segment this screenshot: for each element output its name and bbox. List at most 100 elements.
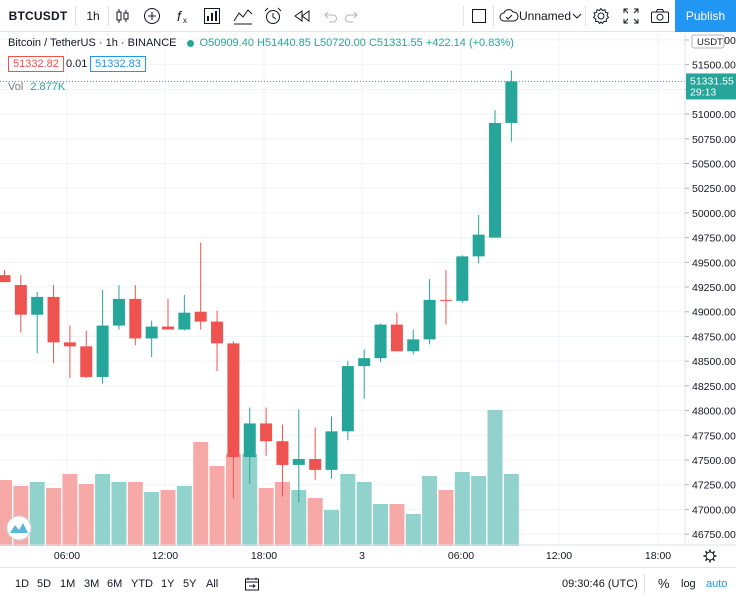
range-button-1y[interactable]: 1Y bbox=[161, 577, 175, 590]
percent-toggle[interactable]: % bbox=[658, 576, 670, 591]
axis-settings-icon-tooth bbox=[704, 558, 708, 562]
auto-toggle[interactable]: auto bbox=[706, 577, 728, 590]
chart-legend: Bitcoin / TetherUS · 1h · BINANCE O50909… bbox=[8, 37, 514, 49]
candle-body[interactable] bbox=[309, 459, 322, 470]
interval-button[interactable]: 1h bbox=[86, 9, 100, 23]
candle-body[interactable] bbox=[341, 366, 354, 432]
volume-legend: Vol 2.877K bbox=[8, 81, 65, 93]
candle-body[interactable] bbox=[423, 299, 436, 340]
candle-body[interactable] bbox=[145, 326, 158, 339]
fullscreen-icon[interactable] bbox=[620, 0, 642, 32]
volume-bar bbox=[78, 484, 94, 546]
candle-body[interactable] bbox=[374, 324, 387, 359]
log-toggle[interactable]: log bbox=[681, 577, 696, 590]
range-button-3m[interactable]: 3M bbox=[84, 577, 100, 590]
currency-label: USDT bbox=[697, 37, 723, 48]
cloud-icon[interactable] bbox=[498, 0, 520, 32]
alert-icon[interactable] bbox=[261, 0, 285, 32]
range-button-6m[interactable]: 6M bbox=[107, 577, 123, 590]
range-button-all[interactable]: All bbox=[206, 577, 219, 590]
candle-body[interactable] bbox=[243, 423, 256, 458]
range-button-1m[interactable]: 1M bbox=[60, 577, 76, 590]
candle-body[interactable] bbox=[31, 296, 44, 315]
candle-body[interactable] bbox=[63, 342, 76, 347]
candlestick-chart[interactable]: 46750.00 47000.00 47250.00 47500.00 47750.00… bbox=[0, 33, 736, 565]
candle-body[interactable] bbox=[325, 431, 338, 470]
volume-bar bbox=[324, 510, 339, 546]
chevron-down-icon[interactable] bbox=[570, 0, 584, 32]
candle-body[interactable] bbox=[80, 346, 93, 377]
candle-body[interactable] bbox=[292, 459, 305, 465]
redo-icon[interactable] bbox=[341, 0, 363, 32]
time-tick-label: 06:00 bbox=[54, 550, 80, 562]
currency-badge[interactable] bbox=[691, 34, 725, 49]
camera-icon[interactable] bbox=[649, 0, 671, 32]
candle-body[interactable] bbox=[439, 299, 452, 301]
axis-settings-icon[interactable] bbox=[705, 551, 715, 561]
ask-price-box[interactable]: 51332.83 bbox=[90, 56, 146, 72]
market-status-dot bbox=[186, 39, 194, 47]
candle-body[interactable] bbox=[276, 441, 289, 465]
tradingview-logo-icon[interactable] bbox=[6, 515, 32, 541]
templates-icon[interactable] bbox=[201, 0, 223, 32]
volume-bar bbox=[144, 492, 160, 546]
bid-price-box[interactable]: 51332.82 bbox=[8, 56, 64, 72]
price-tick-label: 49000.00 bbox=[692, 307, 736, 319]
symbol-search-button[interactable]: BTCUSDT bbox=[8, 9, 68, 23]
layout-name-button[interactable]: Unnamed bbox=[518, 9, 572, 23]
candle-body[interactable] bbox=[505, 81, 518, 123]
volume-bar bbox=[340, 474, 356, 546]
publish-button[interactable]: Publish bbox=[675, 0, 736, 32]
candle-body[interactable] bbox=[112, 298, 125, 326]
candle-body[interactable] bbox=[14, 285, 27, 315]
tradingview-logo-mark bbox=[10, 523, 28, 533]
candle-body[interactable] bbox=[358, 358, 371, 367]
candle-body[interactable] bbox=[96, 325, 109, 377]
toolbar-divider bbox=[75, 6, 76, 26]
settings-icon[interactable] bbox=[590, 0, 612, 32]
candle-body[interactable] bbox=[472, 234, 485, 257]
price-tick-label: 47000.00 bbox=[692, 504, 736, 516]
price-tick-label: 49750.00 bbox=[692, 233, 736, 245]
candle-body[interactable] bbox=[129, 298, 142, 339]
candle-body[interactable] bbox=[260, 423, 273, 442]
candle-body[interactable] bbox=[390, 324, 403, 352]
date-range-icon[interactable] bbox=[243, 568, 261, 598]
candle-body[interactable] bbox=[162, 326, 174, 330]
volume-bar bbox=[438, 490, 454, 546]
volume-bar bbox=[209, 466, 225, 546]
price-tick-label: 48750.00 bbox=[692, 331, 736, 343]
fullscreen-select-icon[interactable] bbox=[468, 0, 490, 32]
price-tick-label: 48250.00 bbox=[692, 381, 736, 393]
candle-body[interactable] bbox=[489, 122, 501, 238]
candle-body[interactable] bbox=[0, 275, 11, 283]
current-price-label: 51331.55 bbox=[690, 75, 734, 87]
volume-value: 2.877K bbox=[30, 81, 66, 93]
price-tick-label: 46750.00 bbox=[692, 529, 736, 541]
range-button-ytd[interactable]: YTD bbox=[131, 577, 153, 590]
candle-body[interactable] bbox=[194, 311, 207, 322]
range-button-5y[interactable]: 5Y bbox=[183, 577, 197, 590]
candle-body[interactable] bbox=[47, 296, 60, 343]
candles-icon[interactable] bbox=[112, 0, 134, 32]
volume-bar bbox=[291, 490, 307, 546]
range-button-1d[interactable]: 1D bbox=[15, 577, 30, 590]
time-tick-label: 3 bbox=[359, 550, 365, 562]
replay-icon[interactable] bbox=[291, 0, 313, 32]
chart-area[interactable]: 46750.00 47000.00 47250.00 47500.00 47750.00… bbox=[0, 33, 736, 565]
candle-body[interactable] bbox=[227, 343, 240, 458]
undo-icon[interactable] bbox=[319, 0, 341, 32]
axis-settings-icon-tooth bbox=[704, 550, 708, 554]
add-compare-icon[interactable] bbox=[141, 0, 163, 32]
current-time[interactable]: 09:30:46 (UTC) bbox=[562, 577, 638, 590]
candle-body[interactable] bbox=[211, 321, 224, 344]
axis-settings-icon-tooth bbox=[712, 550, 716, 554]
toolbar-divider bbox=[463, 6, 464, 26]
bar-countdown-label: 29:13 bbox=[690, 86, 716, 98]
range-button-5d[interactable]: 5D bbox=[37, 577, 52, 590]
candle-body[interactable] bbox=[178, 312, 191, 330]
candle-body[interactable] bbox=[407, 339, 420, 352]
candle-body[interactable] bbox=[456, 256, 469, 301]
line-tools-icon[interactable] bbox=[231, 0, 255, 32]
